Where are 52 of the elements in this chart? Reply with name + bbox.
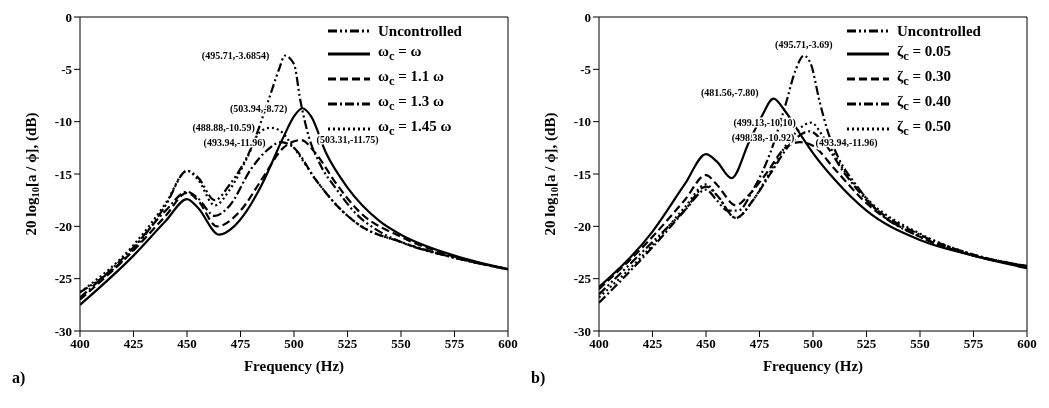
x-tick-label: 550 [391, 336, 411, 352]
x-tick-label: 475 [230, 336, 251, 352]
x-tick-label: 475 [749, 336, 770, 352]
y-tick-label: -10 [573, 114, 591, 130]
x-tick-label: 525 [856, 336, 877, 352]
x-tick-label: 500 [284, 336, 304, 352]
annotation: (493.94,-11.96) [203, 136, 266, 149]
y-tick-label: -5 [61, 61, 73, 77]
legend-label: ω$_{c}$ = 1.45 ω [378, 118, 452, 138]
x-axis-title: Frequency (Hz) [762, 358, 864, 375]
legend-label: Uncontrolled [897, 23, 981, 39]
x-tick-label: 525 [337, 336, 358, 352]
legend-label: ω$_{c}$ = ω [378, 43, 422, 63]
annotation: (495.71,-3.6854) [201, 50, 270, 63]
x-tick-label: 400 [70, 336, 90, 352]
y-tick-label: 0 [65, 9, 72, 25]
y-tick-label: -30 [54, 323, 72, 339]
y-tick-label: -30 [573, 323, 591, 339]
x-axis-title: Frequency (Hz) [243, 358, 345, 375]
legend-label: ζ$_{c}$ = 0.05 [897, 43, 952, 63]
annotation: (481.56,-7.80) [700, 87, 759, 100]
legend-label: ζ$_{c}$ = 0.40 [897, 93, 952, 113]
y-tick-label: -5 [580, 61, 592, 77]
y-tick-label: -15 [54, 166, 73, 182]
legend-label: ω$_{c}$ = 1.1 ω [378, 68, 445, 88]
x-tick-label: 400 [589, 336, 609, 352]
x-tick-label: 500 [803, 336, 823, 352]
x-tick-label: 425 [642, 336, 663, 352]
x-tick-label: 425 [123, 336, 144, 352]
y-tick-label: -20 [54, 218, 72, 234]
legend-label: ζ$_{c}$ = 0.50 [897, 118, 952, 138]
x-tick-label: 600 [1017, 336, 1037, 352]
y-tick-label: -10 [54, 114, 72, 130]
y-tick-label: -25 [54, 271, 73, 287]
annotation: (495.71,-3.69) [775, 38, 833, 51]
annotation: (488.88,-10.59) [192, 122, 255, 135]
y-tick-label: 0 [584, 9, 591, 25]
x-tick-label: 450 [696, 336, 716, 352]
x-tick-label: 600 [498, 336, 518, 352]
y-tick-label: -25 [573, 271, 592, 287]
legend-label: ω$_{c}$ = 1.3 ω [378, 93, 445, 113]
x-tick-label: 575 [963, 336, 984, 352]
text: a) [12, 369, 26, 387]
legend-label: Uncontrolled [378, 23, 462, 39]
x-tick-label: 450 [177, 336, 197, 352]
y-tick-label: -15 [573, 166, 592, 182]
x-tick-label: 550 [910, 336, 930, 352]
legend-label: ζ$_{c}$ = 0.30 [897, 68, 952, 88]
annotation: (493.94,-11.96) [815, 136, 878, 149]
text: b) [531, 369, 546, 387]
x-tick-label: 575 [444, 336, 465, 352]
y-tick-label: -20 [573, 218, 591, 234]
